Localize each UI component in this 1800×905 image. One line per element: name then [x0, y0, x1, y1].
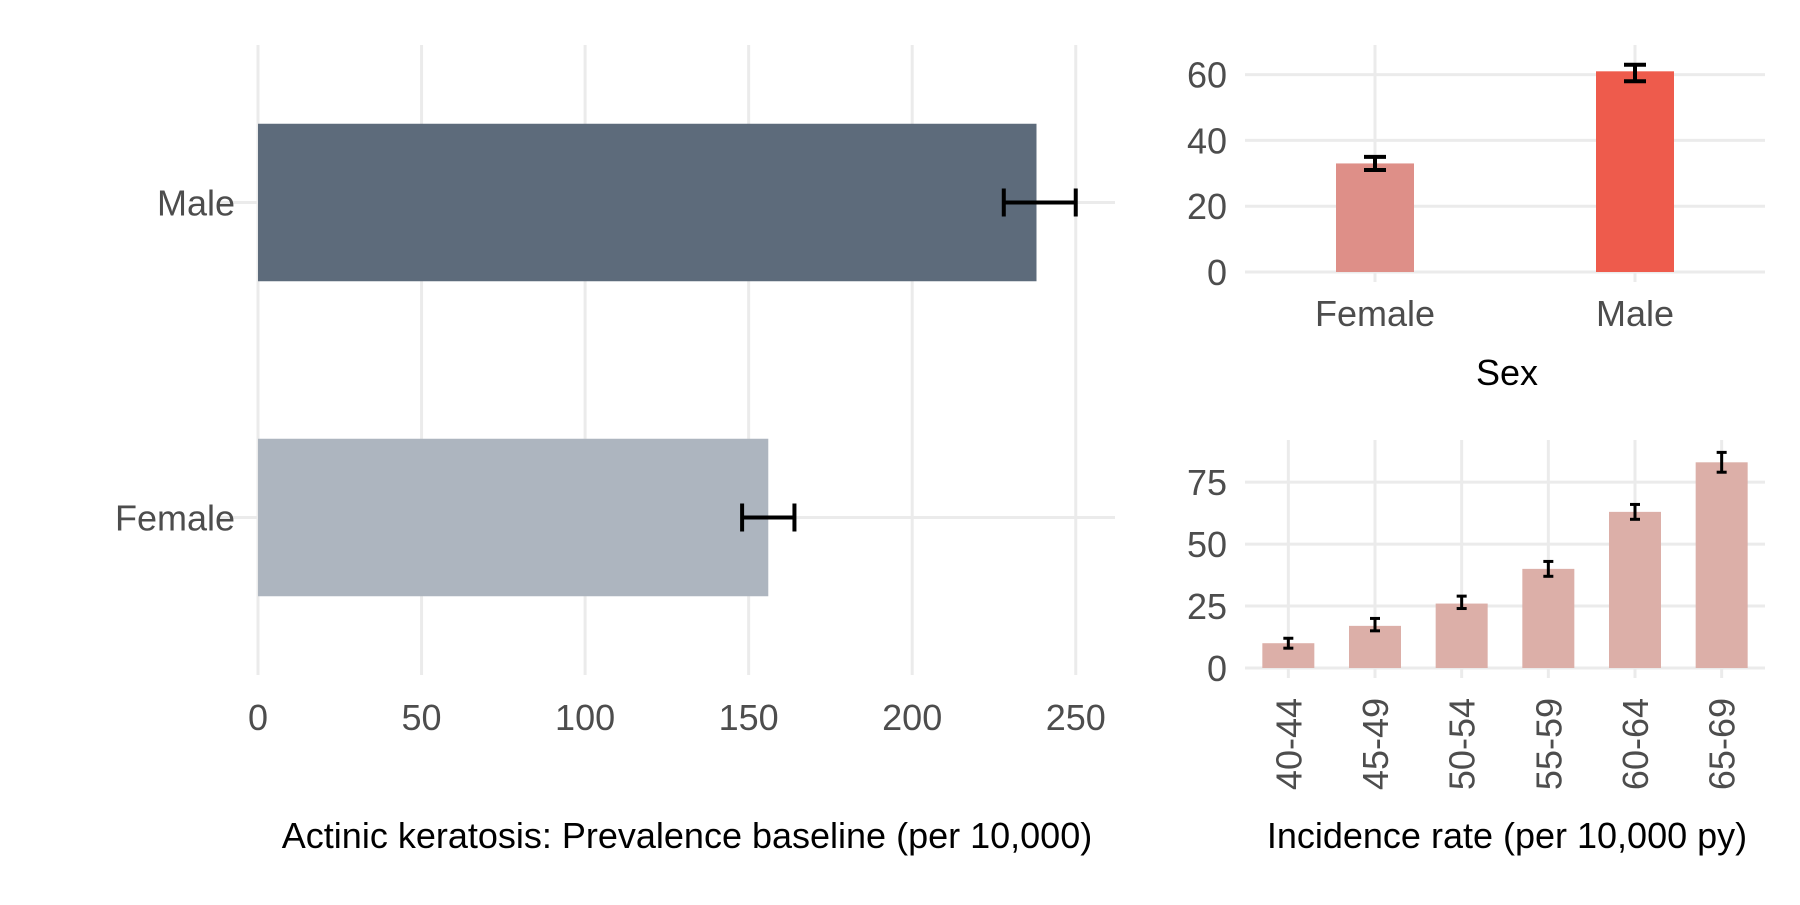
- y-tick-label: 25: [1187, 586, 1227, 627]
- bar-female: [258, 438, 769, 597]
- y-tick-label: 50: [1187, 524, 1227, 565]
- bar-65-69: [1695, 462, 1748, 668]
- x-tick-label: 100: [555, 697, 615, 738]
- bar-male: [1596, 71, 1674, 272]
- incidence-by-age-panel: 0 25 50 75 40-44 45-49 50-54 55-59 60-64 65-69 Inc…: [1187, 440, 1765, 856]
- x-axis-title: Sex: [1476, 352, 1538, 393]
- x-tick-label: 60-64: [1615, 698, 1656, 790]
- y-tick-label: Female: [115, 498, 235, 539]
- x-tick-label: 200: [882, 697, 942, 738]
- x-axis-title: Incidence rate (per 10,000 py): [1267, 815, 1747, 856]
- y-tick-label: 20: [1187, 186, 1227, 227]
- x-tick-label: 55-59: [1528, 698, 1569, 790]
- bar-female: [1336, 163, 1414, 272]
- y-tick-label: 0: [1207, 648, 1227, 689]
- x-tick-label: 40-44: [1268, 698, 1309, 790]
- x-tick-label: Male: [1596, 293, 1674, 334]
- bar-60-64: [1609, 511, 1661, 668]
- x-tick-label: Female: [1315, 293, 1435, 334]
- y-tick-label: Male: [157, 183, 235, 224]
- x-tick-label: 45-49: [1355, 698, 1396, 790]
- x-tick-label: 150: [719, 697, 779, 738]
- x-tick-label: 0: [248, 697, 268, 738]
- x-tick-label: 50: [402, 697, 442, 738]
- y-tick-label: 40: [1187, 120, 1227, 161]
- incidence-by-sex-panel: 0 20 40 60 Female Male Sex: [1187, 45, 1765, 393]
- bar-50-54: [1435, 603, 1488, 668]
- x-tick-label: 250: [1046, 697, 1106, 738]
- bar-male: [258, 123, 1037, 282]
- x-axis-title: Actinic keratosis: Prevalence baseline (…: [282, 815, 1092, 856]
- bar-55-59: [1522, 568, 1575, 668]
- x-tick-label: 50-54: [1442, 698, 1483, 790]
- y-tick-label: 60: [1187, 55, 1227, 96]
- y-tick-label: 75: [1187, 462, 1227, 503]
- prevalence-panel: 0 50 100 150 200 250 Male Female Actinic keratos…: [115, 45, 1115, 856]
- x-tick-label: 65-69: [1702, 698, 1743, 790]
- y-tick-label: 0: [1207, 252, 1227, 293]
- bar-45-49: [1349, 625, 1401, 668]
